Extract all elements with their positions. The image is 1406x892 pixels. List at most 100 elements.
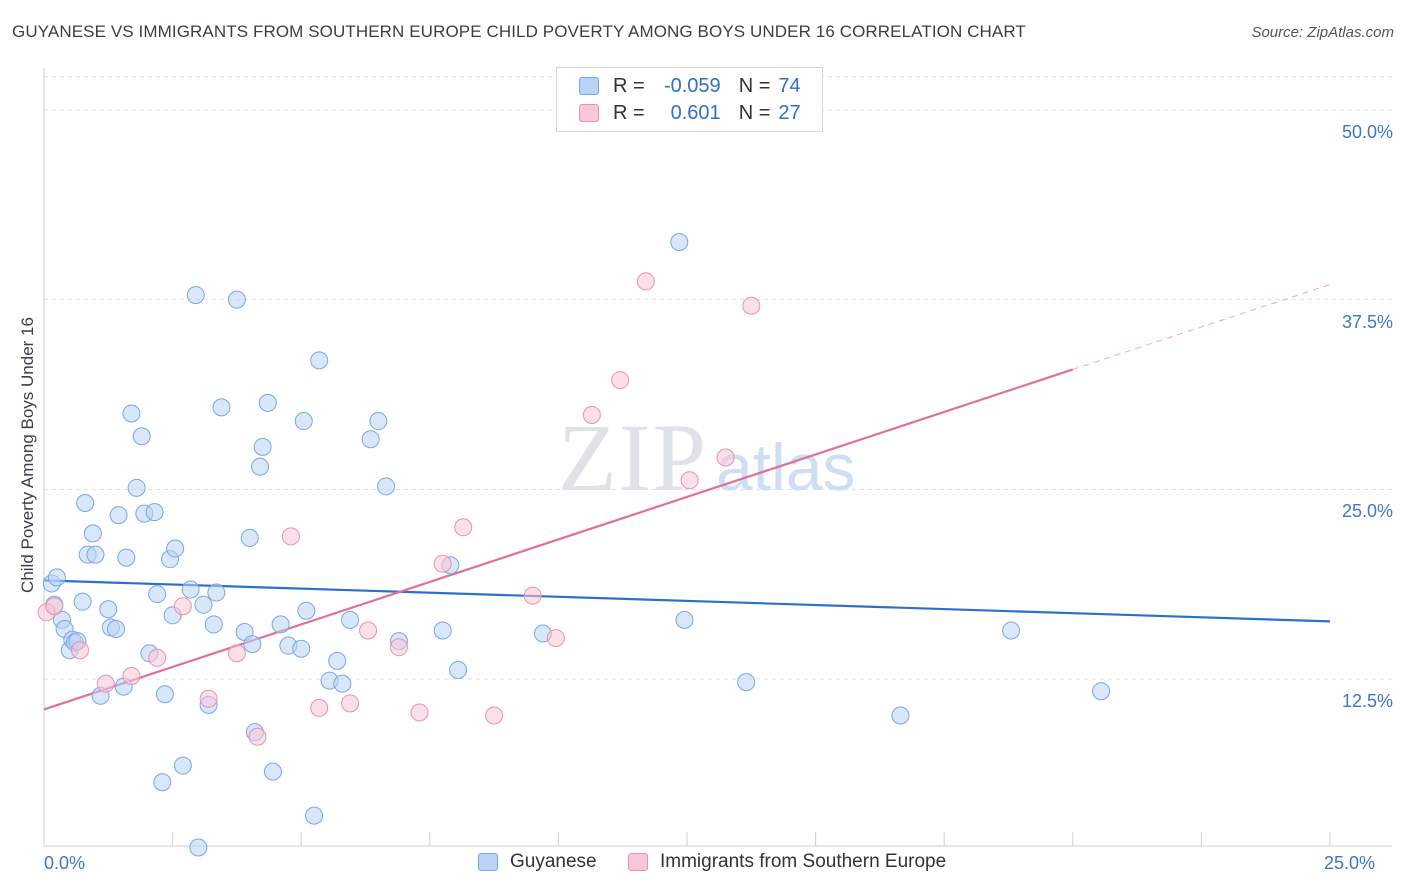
point-s0-66 <box>433 621 452 640</box>
point-s1-4 <box>122 667 141 686</box>
point-s0-9 <box>73 592 92 611</box>
y-tick-label-1: 25.0% <box>1341 501 1393 522</box>
series-legend-southern-europe[interactable]: Immigrants from Southern Europe <box>628 851 946 873</box>
point-s1-17 <box>454 518 473 537</box>
point-s0-51 <box>271 615 290 634</box>
point-s0-40 <box>207 583 226 602</box>
point-s0-32 <box>166 539 185 558</box>
point-s1-3 <box>96 674 115 693</box>
point-s1-23 <box>636 272 655 291</box>
legend-n-value: 74 <box>778 74 801 97</box>
point-s0-39 <box>204 615 223 634</box>
point-s1-19 <box>523 586 542 605</box>
legend-r-value: 0.601 <box>670 101 721 124</box>
point-s1-18 <box>485 706 504 725</box>
point-s1-6 <box>173 597 192 616</box>
point-s0-29 <box>155 685 174 704</box>
point-s1-11 <box>310 698 329 717</box>
point-s0-53 <box>292 639 311 658</box>
point-s1-20 <box>546 629 565 648</box>
point-s1-13 <box>359 621 378 640</box>
series-legend: Guyanese Immigrants from Southern Europe <box>0 851 1406 879</box>
trend-lines <box>43 283 1331 711</box>
legend-r-label: R = <box>613 74 645 97</box>
point-s0-49 <box>258 393 277 412</box>
trend-line-0 <box>43 579 1331 623</box>
point-s0-33 <box>173 756 192 775</box>
point-s0-50 <box>263 762 282 781</box>
point-s0-20 <box>117 548 136 567</box>
point-s0-63 <box>369 412 388 431</box>
data-points <box>37 232 1111 857</box>
point-s0-41 <box>212 398 231 417</box>
watermark-atlas: atlas <box>716 430 855 504</box>
point-s1-9 <box>248 727 267 746</box>
point-s1-5 <box>148 648 167 667</box>
point-s1-26 <box>742 296 761 315</box>
legend-swatch-blue <box>579 77 599 95</box>
point-s1-25 <box>716 448 735 467</box>
point-s0-47 <box>251 457 270 476</box>
point-s0-45 <box>243 635 262 654</box>
chart-title: GUYANESE VS IMMIGRANTS FROM SOUTHERN EUR… <box>12 22 1026 41</box>
y-tick-label-3: 50.0% <box>1341 121 1393 142</box>
trend-line-extension-1 <box>1072 283 1331 370</box>
watermark: ZIP atlas <box>558 404 855 511</box>
point-s0-55 <box>310 351 329 370</box>
point-s0-71 <box>675 610 694 629</box>
point-s1-15 <box>410 703 429 722</box>
point-s1-24 <box>680 471 699 490</box>
point-s0-13 <box>86 545 105 564</box>
point-s1-10 <box>281 527 300 546</box>
point-s0-1 <box>47 568 66 587</box>
axes <box>43 68 1392 847</box>
legend-r-value: -0.059 <box>663 74 721 97</box>
point-s0-61 <box>341 610 360 629</box>
point-s0-35 <box>186 286 205 305</box>
point-s0-23 <box>132 427 151 446</box>
legend-n-value: 27 <box>778 101 801 124</box>
point-s0-57 <box>305 806 324 825</box>
point-s0-70 <box>670 232 689 251</box>
point-s1-12 <box>341 694 360 713</box>
legend-row-guyanese: R = -0.059 N = 74 <box>579 73 801 99</box>
point-s0-26 <box>145 503 164 522</box>
y-tick-label-2: 37.5% <box>1341 311 1393 332</box>
point-s0-17 <box>107 619 126 638</box>
point-s1-16 <box>433 554 452 573</box>
point-s0-64 <box>377 477 396 496</box>
watermark-zip: ZIP <box>558 404 708 511</box>
series-swatch-blue <box>478 853 498 871</box>
point-s0-28 <box>153 773 172 792</box>
series-swatch-pink <box>628 853 648 871</box>
point-s0-15 <box>99 600 118 619</box>
point-s0-42 <box>227 290 246 309</box>
point-s1-14 <box>389 638 408 657</box>
point-s0-22 <box>127 478 146 497</box>
legend-n-label: N = <box>738 101 771 124</box>
series-legend-guyanese[interactable]: Guyanese <box>478 851 597 873</box>
point-s0-12 <box>83 524 102 543</box>
point-s0-21 <box>122 404 141 423</box>
grid-lines <box>44 76 1392 680</box>
x-tick-label-max: 25.0% <box>1324 853 1376 873</box>
point-s1-21 <box>582 405 601 424</box>
point-s1-2 <box>71 641 90 660</box>
point-s0-10 <box>76 494 95 513</box>
point-s1-1 <box>45 597 64 616</box>
point-s0-54 <box>294 412 313 431</box>
point-s1-7 <box>199 689 218 708</box>
point-s0-37 <box>194 595 213 614</box>
point-s0-62 <box>361 430 380 449</box>
y-tick-label-0: 12.5% <box>1341 691 1393 712</box>
legend-swatch-pink <box>579 104 599 122</box>
legend-r-label: R = <box>613 101 645 124</box>
source-credit: Source: ZipAtlas.com <box>1251 24 1394 41</box>
point-s0-44 <box>240 528 259 547</box>
series-name-southern-europe: Immigrants from Southern Europe <box>660 851 947 872</box>
point-s1-22 <box>611 371 630 390</box>
point-s0-27 <box>148 585 167 604</box>
legend-n-label: N = <box>738 74 771 97</box>
point-s0-18 <box>109 506 128 525</box>
